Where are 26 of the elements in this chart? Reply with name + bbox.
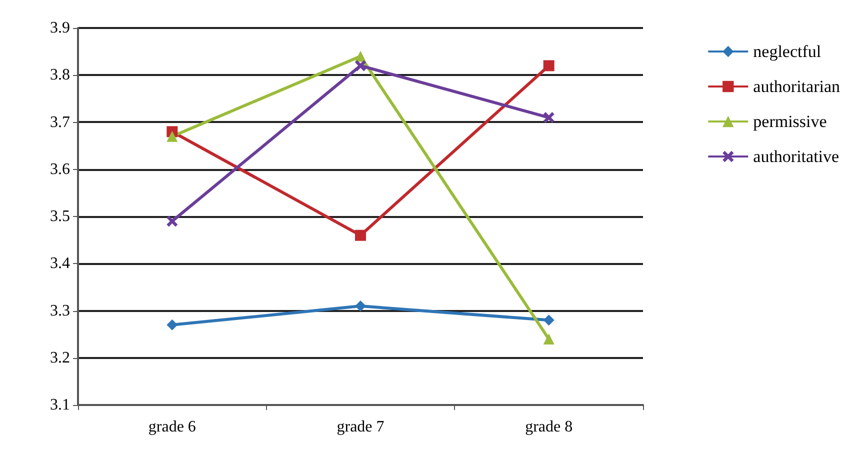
y-tick-label: 3.4 [50, 255, 70, 272]
y-tick-label: 3.9 [50, 20, 70, 36]
point [166, 216, 178, 227]
legend-label: neglectful [753, 42, 822, 61]
y-tick-label: 3.2 [50, 349, 70, 366]
x-tick-label: grade 6 [148, 418, 196, 436]
y-tick-label: 3.3 [50, 302, 70, 320]
y-tick-label: 3.8 [50, 66, 70, 84]
point [543, 314, 554, 326]
legend-label: authoritative [753, 147, 840, 166]
point [166, 319, 178, 330]
legend-label: permissive [753, 112, 827, 131]
point [166, 130, 178, 142]
x-tick-label: grade 7 [336, 418, 384, 436]
y-tick-label: 3.5 [50, 208, 70, 225]
point [355, 60, 366, 72]
y-tick-label: 3.7 [50, 114, 70, 131]
y-tick-label: 3.1 [50, 396, 70, 414]
point [543, 60, 554, 72]
point [543, 112, 554, 124]
point [355, 300, 366, 312]
point [355, 230, 366, 241]
point [543, 334, 554, 345]
x-tick-label: grade 8 [525, 418, 573, 436]
y-tick-label: 3.6 [50, 160, 70, 178]
legend-label: authoritarian [753, 77, 840, 96]
